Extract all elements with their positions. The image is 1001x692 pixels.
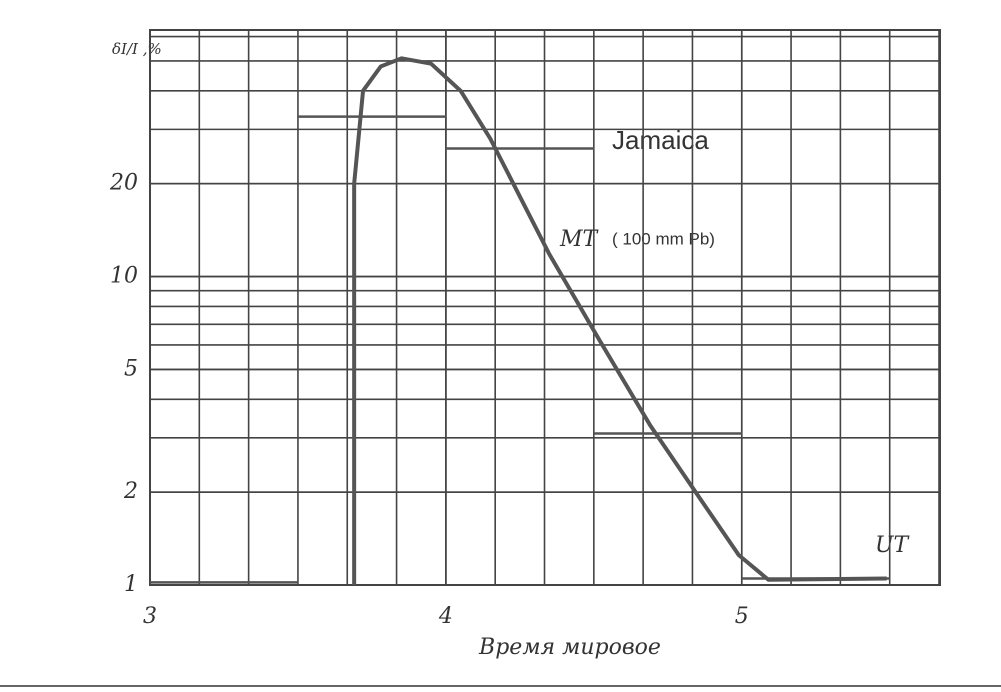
x-tick-label: 3: [143, 604, 157, 629]
x-tick-label: 5: [735, 604, 749, 629]
curve-note: ( 100 mm Pb): [612, 229, 715, 248]
curve: [352, 56, 887, 585]
y-tick-label: 1: [124, 572, 138, 597]
y-tick-label: 2: [123, 479, 138, 504]
y-tick-label: 5: [124, 356, 138, 381]
x-axis-label: Время мировое: [478, 635, 661, 660]
y-tick-label: 20: [109, 171, 138, 196]
y-axis-label: δI/I ,%: [112, 40, 162, 58]
y-tick-label: 10: [110, 264, 138, 289]
ut-label: UT: [875, 533, 911, 558]
x-tick-label: 4: [438, 604, 453, 629]
curve-label: MT: [559, 227, 600, 252]
